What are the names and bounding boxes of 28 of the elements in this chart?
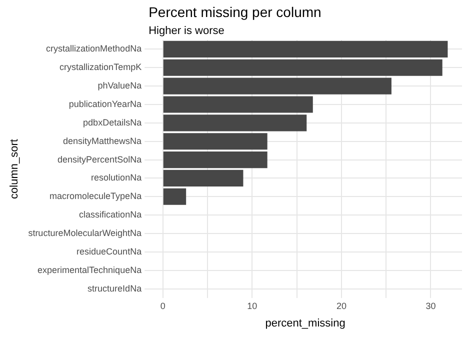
y-tick-label: crystallizationTempK: [60, 62, 142, 72]
chart-subtitle: Higher is worse: [148, 25, 224, 37]
bar: [163, 59, 442, 76]
y-tick-label: crystallizationMethodNa: [46, 44, 142, 54]
y-tick-label: publicationYearNa: [68, 98, 142, 109]
bar: [163, 188, 186, 205]
x-tick-label: 20: [336, 300, 346, 311]
y-tick-label: macromoleculeTypeNa: [50, 191, 142, 202]
chart-title: Percent missing per column: [148, 4, 322, 20]
bar: [163, 170, 244, 187]
bar: [163, 151, 268, 168]
y-tick-label: classificationNa: [79, 210, 142, 220]
y-tick-label: residueCountNa: [76, 246, 142, 256]
y-tick-label: experimentalTechniqueNa: [38, 264, 142, 275]
y-tick-label: pdbxDetailsNa: [83, 117, 142, 128]
x-axis-title: percent_missing: [265, 317, 346, 330]
bar: [163, 40, 448, 58]
y-tick-label: densityPercentSolNa: [58, 154, 142, 164]
y-tick-label: phValueNa: [98, 80, 142, 91]
y-tick-label: densityMatthewsNa: [63, 136, 142, 146]
x-tick-label: 0: [160, 300, 166, 311]
x-tick-label: 10: [247, 300, 258, 311]
bar: [163, 133, 268, 150]
y-tick-label: structureMolecularWeightNa: [28, 228, 142, 238]
y-tick-label: resolutionNa: [91, 172, 142, 183]
y-axis-title: column_sort: [8, 139, 21, 199]
y-tick-label: structureIdNa: [88, 283, 142, 294]
x-tick-label: 30: [426, 300, 436, 311]
